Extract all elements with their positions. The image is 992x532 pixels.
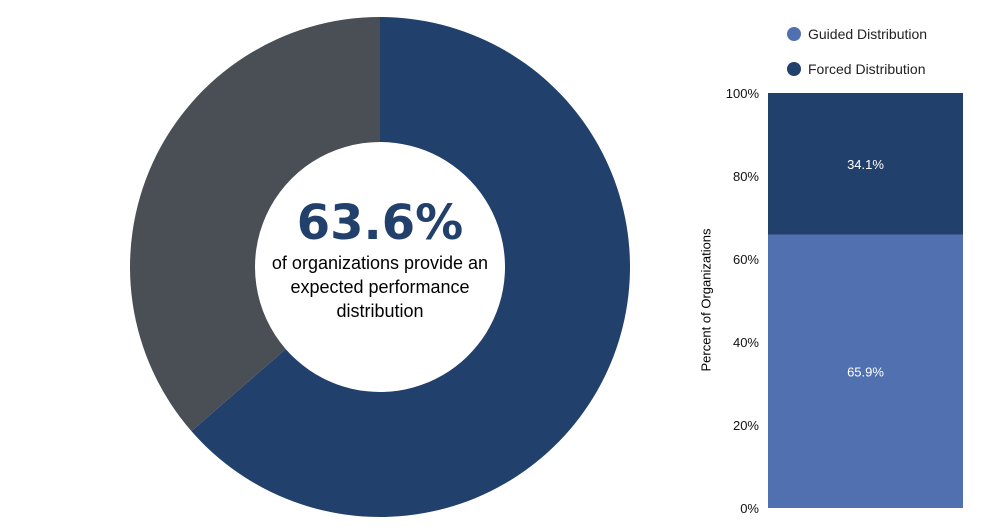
y-tick-label: 80%	[733, 169, 759, 184]
donut-slice-1	[129, 17, 380, 432]
donut-slice-0	[191, 17, 630, 517]
legend-label: Forced Distribution	[808, 61, 926, 77]
legend-dot-icon	[787, 27, 801, 41]
legend-item-forced: Forced Distribution	[787, 61, 926, 77]
bar-data-label: 65.9%	[847, 364, 884, 379]
bar-segment-guided-distribution	[768, 234, 963, 508]
donut-center-label: 63.6% of organizations provide an expect…	[255, 195, 505, 323]
y-tick-label: 60%	[733, 252, 759, 267]
legend-dot-icon	[787, 62, 801, 76]
y-tick-label: 0%	[740, 501, 759, 516]
bar-segment-forced-distribution	[768, 93, 963, 235]
y-tick-label: 20%	[733, 418, 759, 433]
bar-data-label: 34.1%	[847, 157, 884, 172]
y-tick-label: 100%	[726, 86, 760, 101]
center-text: of organizations provide an expected per…	[271, 253, 489, 321]
legend-item-guided: Guided Distribution	[787, 26, 927, 42]
y-axis-label: Percent of Organizations	[698, 228, 714, 372]
legend-label: Guided Distribution	[808, 26, 928, 42]
y-tick-label: 40%	[733, 335, 759, 350]
center-value: 63.6%	[296, 195, 464, 251]
